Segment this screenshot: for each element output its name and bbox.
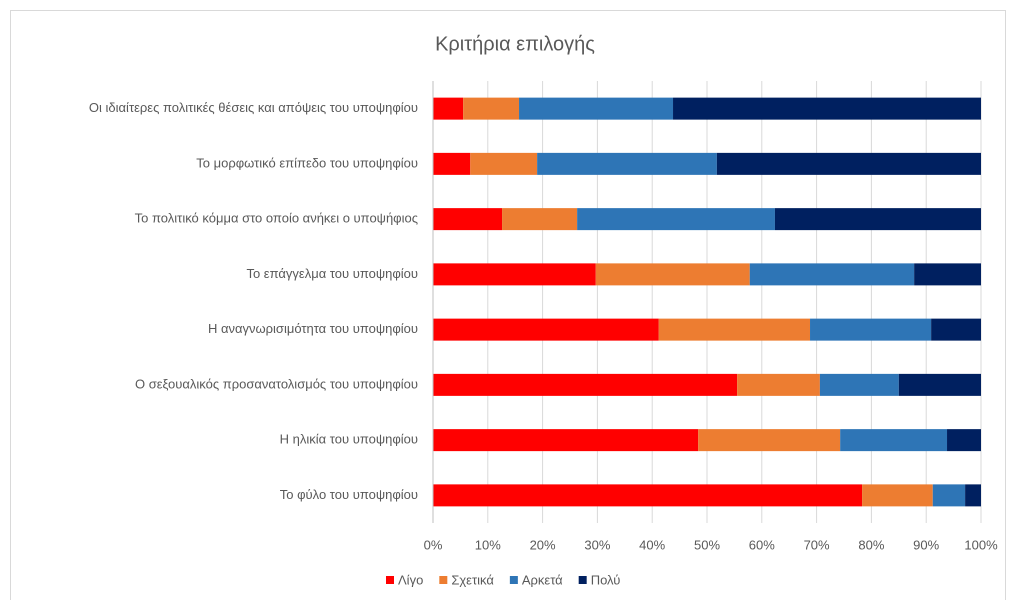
bar-segment: [433, 373, 738, 396]
y-tick-label: Οι ιδιαίτερες πολιτικές θέσεις και απόψε…: [89, 100, 418, 115]
bar-segment: [433, 429, 699, 452]
bar-segment: [698, 429, 841, 452]
x-tick-label: 10%: [475, 537, 501, 552]
bar-segment: [898, 373, 981, 396]
legend-label: Λίγο: [398, 572, 423, 587]
x-tick-label: 70%: [804, 537, 830, 552]
y-tick-label: Το πολιτικό κόμμα στο οποίο ανήκει ο υπο…: [135, 211, 418, 226]
x-tick-label: 40%: [639, 537, 665, 552]
y-tick-label: Το μορφωτικό επίπεδο του υποψηφίου: [196, 155, 418, 170]
bar-segment: [658, 318, 811, 341]
bar-segment: [470, 152, 538, 175]
bar-segment: [862, 484, 933, 507]
legend-swatch: [578, 576, 587, 584]
x-tick-label: 30%: [584, 537, 610, 552]
y-tick-label: Το επάγγελμα του υποψηφίου: [246, 266, 418, 281]
bar-segment: [749, 263, 915, 286]
x-tick-label: 50%: [694, 537, 720, 552]
legend-label: Σχετικά: [451, 572, 494, 587]
x-tick-label: 90%: [913, 537, 939, 552]
bar-segment: [932, 484, 966, 507]
bar-segment: [931, 318, 981, 341]
legend-swatch: [509, 576, 518, 584]
legend-label: Αρκετά: [522, 572, 563, 587]
bar-segment: [537, 152, 717, 175]
bar-segment: [502, 208, 578, 231]
bar-segment: [595, 263, 750, 286]
legend-swatch: [386, 576, 394, 584]
bar-segment: [577, 208, 775, 231]
chart-title: Κριτήρια επιλογής: [435, 33, 595, 55]
bar-segment: [519, 97, 674, 120]
y-tick-label: Η ηλικία του υποψηφίου: [280, 432, 418, 447]
legend-swatch: [439, 576, 448, 584]
bar-segment: [433, 263, 596, 286]
bar-segment: [433, 318, 659, 341]
y-tick-label: Η αναγνωρισιμότητα του υποψηφίου: [208, 321, 418, 336]
y-tick-label: Ο σεξουαλικός προσανατολισμός του υποψηφ…: [135, 376, 418, 391]
x-tick-label: 80%: [858, 537, 884, 552]
bar-segment: [774, 208, 981, 231]
bar-segment: [965, 484, 981, 507]
x-tick-label: 0%: [424, 537, 443, 552]
bar-segment: [947, 429, 981, 452]
bar-segment: [433, 484, 863, 507]
legend-label: Πολύ: [591, 572, 621, 587]
y-tick-label: Το φύλο του υποψηφίου: [280, 487, 418, 502]
bar-segment: [810, 318, 932, 341]
bar-segment: [433, 152, 471, 175]
bar-segment: [819, 373, 899, 396]
x-tick-label: 60%: [749, 537, 775, 552]
bar-segment: [673, 97, 981, 120]
bar-segment: [737, 373, 820, 396]
bar-segment: [716, 152, 981, 175]
bar-segment: [463, 97, 520, 120]
bar-segment: [914, 263, 981, 286]
bar-segment: [433, 208, 503, 231]
x-tick-label: 20%: [530, 537, 556, 552]
x-tick-label: 100%: [964, 537, 998, 552]
bar-segment: [433, 97, 464, 120]
bar-segment: [840, 429, 948, 452]
